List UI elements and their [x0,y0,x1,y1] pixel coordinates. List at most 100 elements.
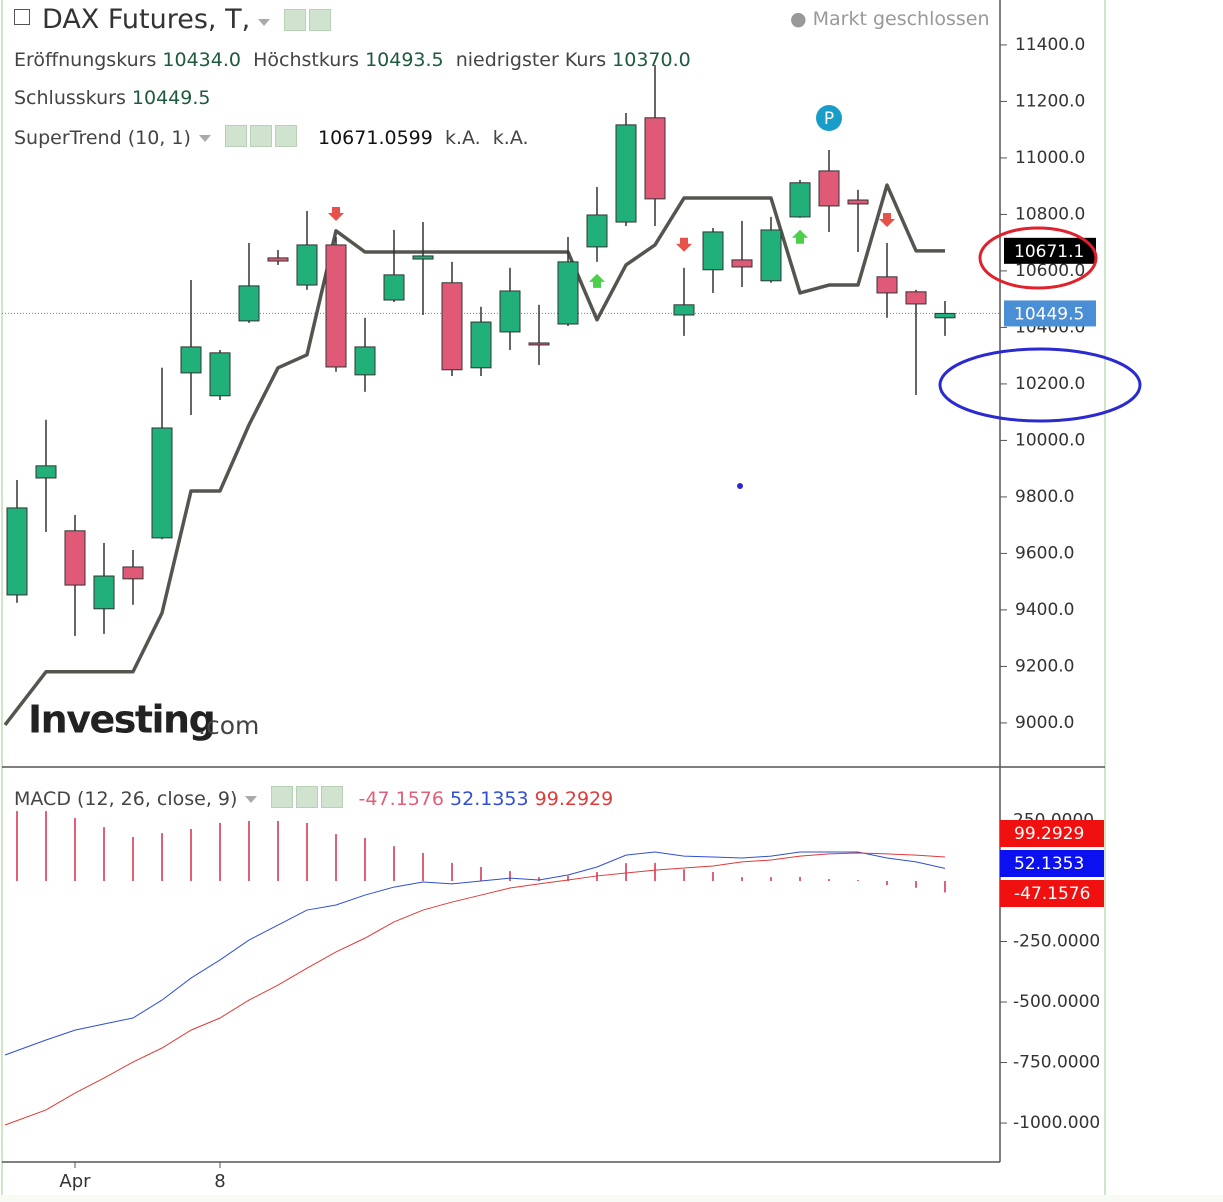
watermark-suffix: .com [198,711,259,740]
indicator-value: k.A. [444,127,481,149]
x-tick-label: 8 [214,1171,225,1192]
dropdown[interactable] [245,796,258,803]
y-tick-label: 10800.0 [1015,204,1085,224]
value-tag-label: -47.1576 [1014,884,1090,904]
y-tick-label: 10200.0 [1015,374,1085,394]
indicator-legend: SuperTrend (10, 1) 10671.0599 k.A. k.A. [14,125,529,149]
ohlc-legend: Eröffnungskurs 10434.0 Höchstkurs 10493.… [14,49,691,71]
y-tick-label: -500.0000 [1013,992,1100,1012]
macd-line [4,851,946,1056]
y-tick-label: 9000.0 [1015,713,1074,733]
candle-body [731,259,753,268]
icon[interactable] [274,125,297,147]
ohlc-value: 10493.5 [365,49,444,71]
sell-arrow [676,237,692,252]
watermark: Investing [28,698,214,742]
y-tick-label: -250.0000 [1013,932,1100,952]
bottom-strip [0,1195,1223,1202]
candle-body [354,346,376,376]
candle-body [383,274,405,301]
marks: 9000.0 9200.0 9400.0 9600.0 9800.0 10000.0 102… [2,35,1104,1192]
candle-body [760,229,782,282]
icon[interactable] [284,9,307,31]
candle-body [644,117,666,200]
macd-title: MACD (12, 26, close, 9) [14,788,238,810]
icon[interactable] [296,786,319,808]
chart-title: DAX Futures, T, [42,4,251,35]
candle-body [238,285,260,322]
buy-arrow [792,229,808,244]
buy-arrow [589,273,605,288]
candle-body [673,304,695,316]
market-status: ● Markt geschlossen [790,8,990,30]
value-tag [1000,850,1104,877]
ohlc-value: 10370.0 [612,49,691,71]
macd-value: -47.1576 [358,788,444,810]
highlight-ellipse [938,347,1142,423]
price-tag [1004,237,1096,264]
dot [737,483,743,489]
dropdown[interactable] [198,135,211,142]
marker-circle [816,105,842,132]
icon[interactable] [224,125,247,147]
macd-value: 52.1353 [450,788,529,810]
sell-arrow [328,207,344,222]
status-text: Markt geschlossen [812,8,990,30]
y-tick-label: 9800.0 [1015,487,1074,507]
candle-body [499,290,521,333]
icon[interactable] [321,786,344,808]
price-tag-label: 10449.5 [1014,304,1084,324]
price-tag-label: 10671.1 [1014,242,1084,262]
candle-body [470,321,492,369]
candle-body [151,427,173,539]
candle-body [557,261,579,325]
candle-body [209,352,231,397]
candle-body [847,199,869,205]
candle-body [586,214,608,248]
marker-label: P [824,109,834,129]
x-tick-label: Apr [59,1171,91,1192]
value-tag [1000,820,1104,847]
supertrend-line [3,183,945,726]
candle-body [6,507,28,596]
candle-body [528,342,550,346]
y-tick-label: 10600.0 [1015,261,1085,281]
dropdown[interactable] [258,19,271,26]
candle-body [93,575,115,610]
y-tick-label: 9400.0 [1015,600,1074,620]
candle-body [702,231,724,271]
y-tick-label: -750.0000 [1013,1053,1100,1073]
candle-body [789,182,811,218]
collapse-icon[interactable] [14,9,30,25]
ohlc-legend: Schlusskurs 10449.5 [14,87,210,109]
y-tick-label: 9200.0 [1015,656,1074,676]
candle-body [267,257,289,262]
candle-body [64,530,86,586]
icon[interactable] [271,786,294,808]
ohlc-name: Schlusskurs [14,87,126,109]
y-tick-label: 11200.0 [1015,91,1085,111]
candle-body [122,566,144,580]
value-tag-label: 99.2929 [1014,824,1084,844]
candle-body [818,170,840,207]
y-tick-label: 10000.0 [1015,430,1085,450]
ohlc-value: 10449.5 [131,87,211,109]
candle-body [180,346,202,374]
indicator-value: k.A. [492,127,529,149]
candle-body [441,282,463,371]
icon[interactable] [249,125,272,147]
ohlc-name: niedrigster Kurs [455,49,607,71]
candle-body [296,244,318,286]
candle-body [934,312,956,319]
y-tick-label: -1000.000 [1013,1113,1100,1133]
value-tag [1000,880,1104,907]
value-tag-label: 52.1353 [1014,854,1084,874]
ohlc-name: Eröffnungskurs [14,49,157,71]
candle-body [905,291,927,305]
indicator-value: 10671.0599 [318,127,433,149]
macd-line [4,852,946,1126]
icon[interactable] [309,9,332,31]
ohlc-name: Höchstkurs [253,49,360,71]
